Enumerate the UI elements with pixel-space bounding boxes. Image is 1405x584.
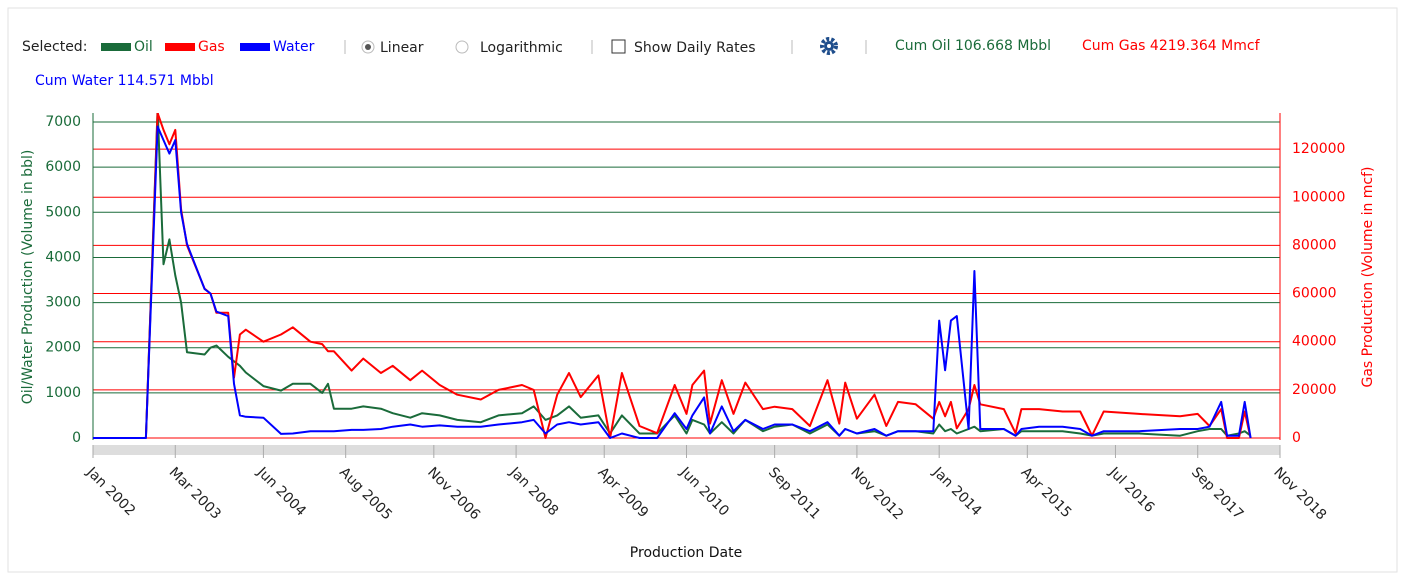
cumulative-total: Cum Gas 4219.364 Mmcf xyxy=(1082,38,1261,54)
settings-icon[interactable] xyxy=(820,37,838,55)
y2-tick-label: 100000 xyxy=(1292,189,1345,205)
y-tick-label: 2000 xyxy=(45,340,81,356)
daily-rates-label[interactable]: Show Daily Rates xyxy=(634,40,756,56)
cumulative-total: Cum Oil 106.668 Mbbl xyxy=(895,38,1051,54)
scale-radio[interactable] xyxy=(455,40,469,54)
daily-rates-checkbox[interactable] xyxy=(611,39,626,54)
plot-area xyxy=(93,113,1252,439)
scale-label[interactable]: Linear xyxy=(380,40,424,56)
frame xyxy=(7,7,1398,573)
y2-tick-label: 120000 xyxy=(1292,141,1345,157)
y2-tick-label: 60000 xyxy=(1292,286,1337,302)
y-tick-label: 5000 xyxy=(45,204,81,220)
legend-label[interactable]: Gas xyxy=(198,39,225,55)
series-line xyxy=(93,113,1252,439)
y-axis-title: Oil/Water Production (Volume in bbl) xyxy=(20,150,36,405)
scale-radio-dot[interactable] xyxy=(365,44,371,50)
y2-tick-label: 80000 xyxy=(1292,237,1337,253)
y2-axis-title: Gas Production (Volume in mcf) xyxy=(1360,166,1376,387)
series-line xyxy=(93,125,1252,439)
legend-swatch[interactable] xyxy=(240,43,270,51)
legend-swatch[interactable] xyxy=(165,43,195,51)
legend-swatch[interactable] xyxy=(101,43,131,51)
x-axis-title: Production Date xyxy=(630,545,742,561)
y-tick-label: 0 xyxy=(72,430,81,446)
y-tick-label: 6000 xyxy=(45,159,81,175)
gear[interactable] xyxy=(820,37,838,55)
gear-hole[interactable] xyxy=(827,44,831,48)
y-tick-label: 3000 xyxy=(45,295,81,311)
legend-label[interactable]: Water xyxy=(273,39,315,55)
y-tick-label: 1000 xyxy=(45,385,81,401)
y-tick-label: 7000 xyxy=(45,114,81,130)
selected-label: Selected: xyxy=(22,39,87,55)
cumulative-total: Cum Water 114.571 Mbbl xyxy=(35,73,214,89)
legend-label[interactable]: Oil xyxy=(134,39,153,55)
y-tick-label: 4000 xyxy=(45,249,81,265)
y2-tick-label: 0 xyxy=(1292,430,1301,446)
scale-label[interactable]: Logarithmic xyxy=(480,40,563,56)
y2-tick-label: 20000 xyxy=(1292,382,1337,398)
y2-tick-label: 40000 xyxy=(1292,334,1337,350)
